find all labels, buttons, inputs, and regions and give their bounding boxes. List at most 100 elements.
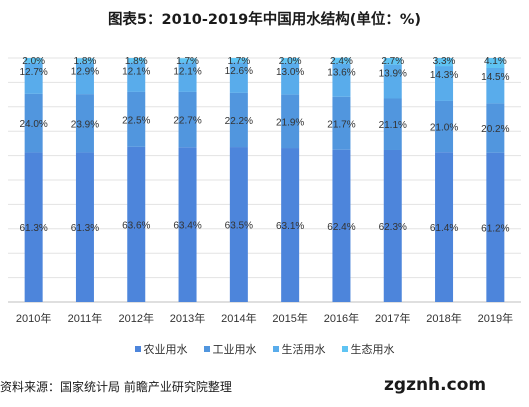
bar-segment-3 [229, 62, 248, 93]
data-label: 63.1% [276, 221, 304, 232]
bar-segment-3 [332, 63, 351, 97]
bar-segment-2 [332, 96, 351, 150]
legend-label: 生活用水 [281, 343, 326, 356]
bar-segment-4 [24, 58, 43, 63]
data-label: 1.7% [176, 56, 199, 67]
data-label: 14.3% [430, 70, 458, 81]
data-label: 13.0% [276, 67, 304, 78]
x-tick-label: 2016年 [324, 311, 359, 325]
bar-segment-4 [486, 58, 505, 69]
bar-segment-3 [435, 66, 454, 101]
bar-segment-3 [24, 62, 43, 94]
x-tick-label: 2010年 [16, 311, 51, 325]
data-label: 61.4% [430, 223, 458, 234]
bar-segment-1 [229, 147, 248, 302]
x-tick-layer: 2010年 2011年 2012年 2013年 2014年 2015年 2016年 2017年… [16, 311, 513, 325]
bar-segment-3 [127, 62, 146, 92]
x-tick-label: 2015年 [272, 311, 307, 325]
bar-segment-3 [178, 62, 197, 92]
x-tick-label: 2011年 [68, 311, 103, 325]
x-tick-label: 2017年 [375, 311, 410, 325]
legend-item: 农业用水 [134, 341, 188, 357]
bar-segment-4 [383, 58, 402, 65]
data-label: 2.0% [22, 56, 45, 67]
bar-layer [24, 57, 505, 302]
legend-swatch [272, 346, 279, 352]
bar-segment-4 [229, 58, 248, 63]
data-label: 2.0% [279, 56, 302, 67]
bar-segment-4 [281, 58, 300, 63]
bar-segment-4 [435, 58, 454, 67]
bar-segment-2 [178, 91, 197, 148]
legend: 农业用水 工业用水 生活用水 生态用水 [0, 341, 529, 357]
bar-segment-2 [75, 94, 94, 153]
bar-segment-4 [178, 58, 197, 63]
legend-label: 生态用水 [350, 343, 395, 356]
data-label: 3.3% [433, 56, 456, 67]
bar-segment-3 [281, 62, 300, 95]
data-label: 21.7% [327, 119, 355, 130]
bar-segment-2 [486, 103, 505, 153]
data-label: 21.0% [430, 123, 458, 134]
bar-segment-1 [24, 152, 43, 302]
data-label: 63.5% [225, 221, 253, 232]
data-label: 12.1% [173, 66, 201, 77]
bar-segment-1 [383, 149, 402, 302]
legend-label: 农业用水 [143, 343, 188, 356]
data-label: 21.9% [276, 117, 304, 128]
data-label: 13.6% [327, 68, 355, 79]
legend-item: 生活用水 [272, 341, 326, 357]
data-label: 4.1% [484, 56, 507, 67]
legend-swatch [203, 346, 210, 352]
data-label: 2.4% [330, 56, 353, 67]
legend-swatch [134, 346, 141, 352]
bar-segment-2 [281, 94, 300, 149]
legend-label: 工业用水 [212, 343, 257, 356]
bar-segment-1 [127, 146, 146, 302]
bar-segment-3 [75, 62, 94, 95]
data-label: 13.9% [379, 69, 407, 80]
legend-swatch [341, 346, 348, 352]
data-label: 62.4% [327, 222, 355, 233]
bar-segment-4 [75, 58, 94, 63]
data-label: 14.5% [481, 72, 509, 83]
bar-segment-2 [383, 98, 402, 150]
data-label-layer: 61.3%24.0%12.7%2.0%61.3%23.9%12.9%1.8%63… [19, 56, 509, 234]
bar-segment-1 [75, 152, 94, 302]
data-label: 61.2% [481, 223, 509, 234]
bar-segment-3 [486, 68, 505, 104]
data-label: 12.9% [71, 67, 99, 78]
bar-segment-3 [383, 64, 402, 99]
bar-segment-2 [435, 100, 454, 153]
x-tick-label: 2019年 [478, 311, 513, 325]
data-label: 22.7% [173, 116, 201, 127]
bar-segment-1 [486, 152, 505, 302]
bar-segment-2 [229, 92, 248, 148]
bar-segment-4 [332, 57, 351, 64]
data-label: 1.7% [227, 56, 250, 67]
data-label: 12.6% [225, 66, 253, 77]
data-label: 62.3% [379, 222, 407, 233]
bar-segment-2 [127, 91, 146, 147]
x-tick-label: 2014年 [221, 311, 256, 325]
data-label: 63.6% [122, 220, 150, 231]
bar-segment-4 [127, 58, 146, 63]
x-tick-label: 2013年 [170, 311, 205, 325]
data-label: 24.0% [19, 119, 47, 130]
data-label: 61.3% [71, 223, 99, 234]
bar-segment-1 [332, 149, 351, 302]
data-label: 63.4% [173, 221, 201, 232]
data-label: 20.2% [481, 124, 509, 135]
x-tick-label: 2018年 [426, 311, 461, 325]
data-label: 22.5% [122, 115, 150, 126]
data-label: 61.3% [19, 223, 47, 234]
bar-segment-1 [281, 148, 300, 302]
legend-item: 工业用水 [203, 341, 257, 357]
site-watermark: zgznh.com [384, 375, 487, 395]
data-label: 12.1% [122, 66, 150, 77]
data-label: 23.9% [71, 119, 99, 130]
bar-segment-1 [178, 147, 197, 302]
source-note: 资料来源：国家统计局 前瞻产业研究院整理 [0, 380, 232, 394]
bar-segment-2 [24, 93, 43, 153]
